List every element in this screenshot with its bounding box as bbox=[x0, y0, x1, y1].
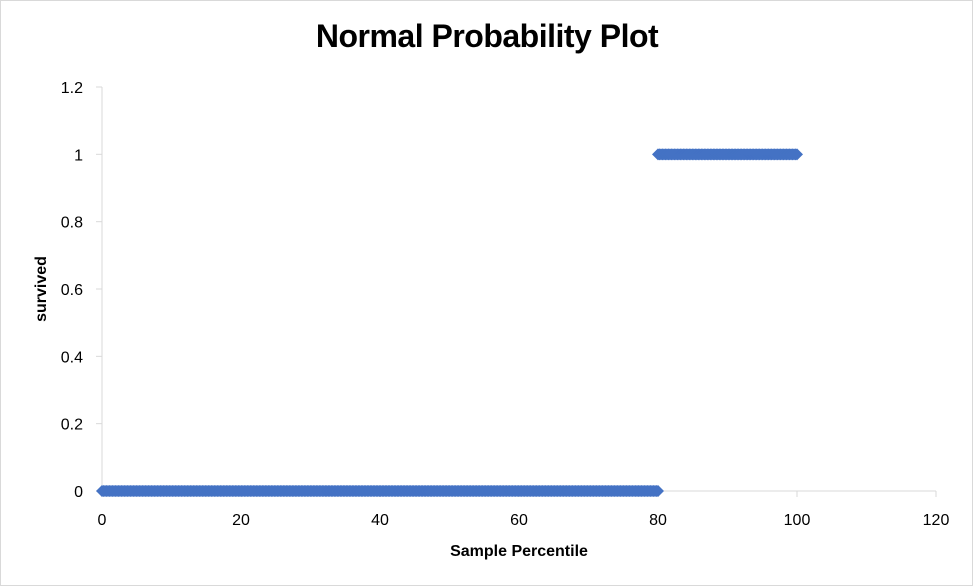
x-tick-label: 20 bbox=[232, 512, 250, 529]
y-tick-label: 0.6 bbox=[61, 282, 83, 299]
y-tick-label: 0.4 bbox=[61, 349, 83, 366]
x-tick-label: 40 bbox=[371, 512, 389, 529]
y-tick-label: 0 bbox=[74, 484, 83, 501]
data-point bbox=[791, 148, 803, 161]
x-axis-title: Sample Percentile bbox=[450, 543, 588, 560]
data-band bbox=[96, 485, 664, 497]
x-tick-label: 0 bbox=[98, 512, 107, 529]
y-tick-label: 0.8 bbox=[61, 215, 83, 232]
y-axis-title: survived bbox=[33, 256, 50, 322]
data-points bbox=[96, 148, 803, 497]
y-tick-label: 1 bbox=[74, 147, 83, 164]
x-tick-label: 100 bbox=[784, 512, 811, 529]
data-point bbox=[652, 485, 664, 497]
x-axis: 0 20 40 60 80 100 120 bbox=[98, 490, 950, 529]
chart-title: Normal Probability Plot bbox=[315, 18, 659, 54]
x-tick-label: 120 bbox=[923, 512, 950, 529]
x-tick-label: 80 bbox=[649, 512, 667, 529]
x-tick-label: 60 bbox=[510, 512, 528, 529]
data-band bbox=[652, 148, 803, 161]
y-tick-label: 0.2 bbox=[61, 417, 83, 434]
y-axis: 0 0.2 0.4 0.6 0.8 1 1.2 bbox=[61, 80, 103, 501]
y-tick-label: 1.2 bbox=[61, 80, 83, 97]
